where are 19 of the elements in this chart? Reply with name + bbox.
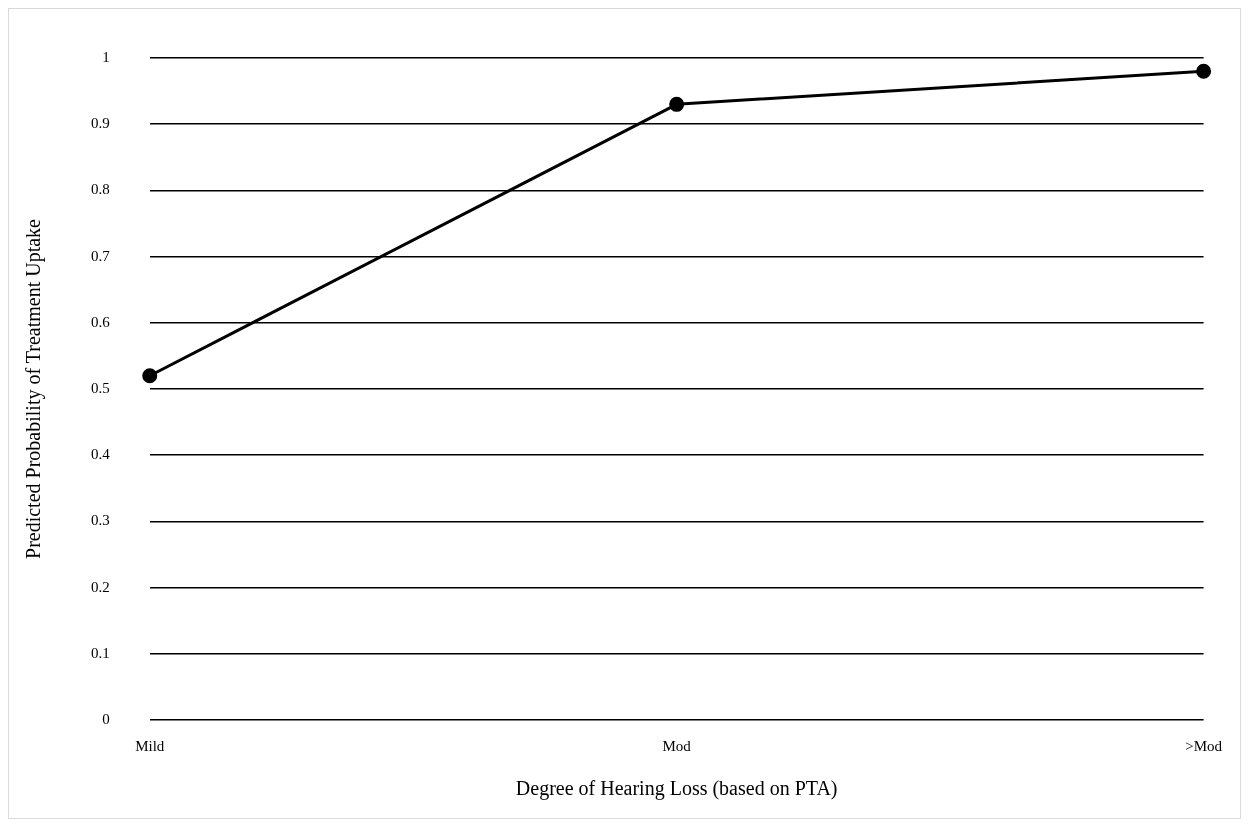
point <box>669 96 685 112</box>
y-tick-label: 0.3 <box>91 512 110 529</box>
y-axis-title: Predicted Probability of Treatment Uptake <box>22 218 46 559</box>
y-tick-label: 0.2 <box>91 578 110 595</box>
y-tick-label: 0.4 <box>91 446 111 463</box>
x-axis-title: Degree of Hearing Loss (based on PTA) <box>515 777 838 801</box>
y-tick-label: 0.1 <box>91 644 110 661</box>
x-tick-label: Mild <box>135 737 165 754</box>
x-tick-label: >Mod <box>1185 737 1223 754</box>
point <box>142 368 158 384</box>
point <box>1196 63 1212 79</box>
y-tick-label: 0 <box>102 710 110 727</box>
x-tick-label: Mod <box>662 737 692 754</box>
y-tick-label: 0.9 <box>91 115 110 132</box>
y-tick-label: 0.6 <box>91 313 111 330</box>
y-tick-label: 0.8 <box>91 181 110 198</box>
y-tick-label: 0.7 <box>91 247 111 264</box>
y-tick-label: 0.5 <box>91 379 110 396</box>
y-tick-label: 1 <box>102 48 110 65</box>
